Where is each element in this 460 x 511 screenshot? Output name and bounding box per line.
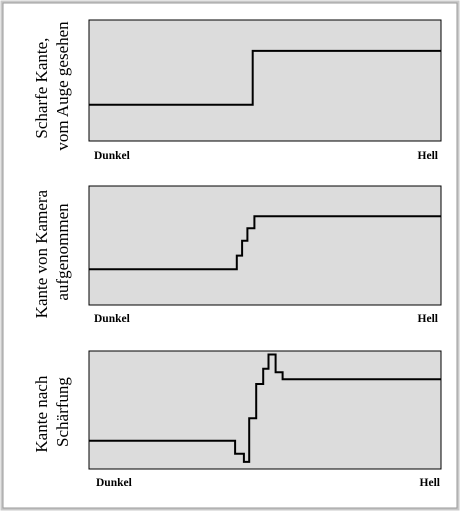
panel-camera: Kante von Kamera aufgenommen Dunkel Hell [32, 185, 442, 325]
panel-label-eye: Scharfe Kante, vom Auge gesehen [32, 21, 72, 151]
dark-label-eye: Dunkel [94, 150, 130, 162]
bright-label-sharpened: Hell [420, 477, 440, 489]
plot-area-eye [88, 19, 442, 142]
panel-label-sharpened-line2: Schärfung [53, 377, 72, 447]
plot-area-camera [88, 185, 442, 306]
signal-line-sharpened [89, 353, 441, 463]
panel-label-eye-line2: vom Auge gesehen [53, 21, 72, 151]
panel-label-camera: Kante von Kamera aufgenommen [32, 186, 72, 319]
bright-label-eye: Hell [418, 150, 438, 162]
plot-area-sharpened [88, 350, 442, 470]
dark-label-camera: Dunkel [94, 313, 130, 325]
panel-label-sharpened: Kante nach Schärfung [32, 371, 72, 452]
signal-line-camera [89, 215, 441, 271]
panel-label-camera-line2: aufgenommen [53, 203, 72, 301]
panel-sharpened: Kante nach Schärfung Dunkel Hell [32, 350, 442, 489]
panel-label-camera-line1: Kante von Kamera [32, 189, 51, 318]
bright-label-camera: Hell [418, 313, 438, 325]
signal-line-eye [89, 49, 441, 106]
panel-eye: Scharfe Kante, vom Auge gesehen Dunkel H… [32, 19, 442, 162]
dark-label-sharpened: Dunkel [96, 477, 132, 489]
panel-label-eye-line1: Scharfe Kante, [32, 38, 51, 139]
panel-label-sharpened-line1: Kante nach [32, 375, 51, 452]
